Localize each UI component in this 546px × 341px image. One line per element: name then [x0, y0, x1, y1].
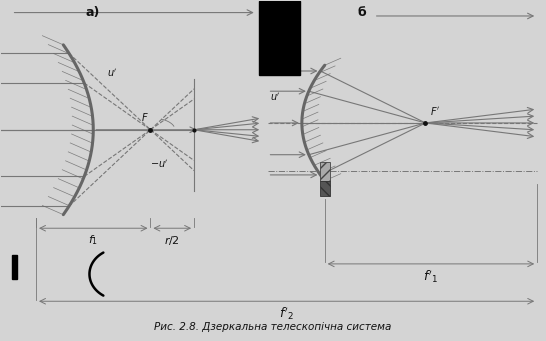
Bar — [259, 1, 300, 75]
Text: $-u'$: $-u'$ — [151, 158, 169, 170]
Text: б: б — [358, 6, 366, 19]
Text: $u'$: $u'$ — [107, 68, 117, 79]
Text: а): а) — [85, 6, 99, 19]
Text: Рис. 2.8. Дзеркальна телескопічна система: Рис. 2.8. Дзеркальна телескопічна систем… — [155, 322, 391, 332]
Bar — [320, 162, 330, 181]
Text: $f'_1$: $f'_1$ — [424, 268, 438, 285]
Text: $f'_2$: $f'_2$ — [279, 306, 294, 322]
Bar — [11, 255, 17, 279]
Bar — [320, 181, 330, 196]
Text: $u'$: $u'$ — [270, 91, 281, 103]
Text: $f_1$: $f_1$ — [88, 234, 98, 247]
Text: $r/2$: $r/2$ — [164, 234, 180, 247]
Text: $F'$: $F'$ — [430, 105, 440, 118]
Text: $F$: $F$ — [141, 111, 149, 123]
